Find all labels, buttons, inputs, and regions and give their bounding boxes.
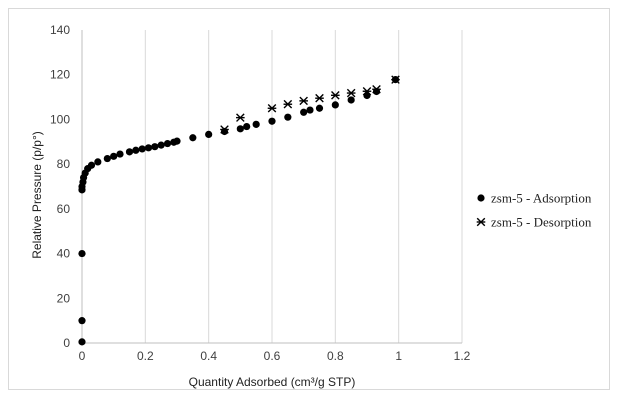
y-tick-label: 80 [57, 157, 71, 171]
x-axis-title: Quantity Adsorbed (cm³/g STP) [189, 375, 356, 389]
adsorption-point [132, 146, 140, 154]
y-tick-label: 20 [57, 291, 71, 305]
adsorption-point [300, 108, 308, 116]
adsorption-point [243, 122, 251, 131]
x-tick-label: 0 [79, 349, 86, 363]
adsorption-point [363, 91, 371, 100]
legend-item: zsm-5 - Adsorption [477, 191, 592, 206]
adsorption-point [306, 106, 314, 114]
adsorption-point [173, 137, 181, 145]
x-tick-label: 1 [395, 349, 402, 363]
adsorption-point [252, 120, 260, 128]
adsorption-point [125, 148, 134, 156]
adsorption-point [78, 338, 86, 346]
y-tick-label: 120 [50, 68, 70, 82]
desorption-point [346, 88, 356, 98]
adsorption-point [138, 145, 146, 153]
adsorption-point [205, 130, 213, 139]
adsorption-point [157, 141, 165, 149]
legend-label: zsm-5 - Adsorption [491, 191, 592, 206]
desorption-point [267, 103, 277, 113]
x-tick-labels: 0 0.2 0.4 0.6 0.8 1 1.2 [79, 349, 471, 363]
adsorption-point [78, 249, 86, 258]
adsorption-point [372, 87, 381, 96]
x-tick-label: 0.6 [264, 349, 281, 363]
y-tick-labels: 0 20 40 60 80 100 120 140 [50, 23, 70, 350]
y-tick-label: 0 [63, 336, 70, 350]
adsorption-point [103, 154, 111, 163]
chart-frame [8, 8, 610, 390]
legend: zsm-5 - Adsorption zsm-5 - Desorption [476, 191, 592, 230]
legend-item: zsm-5 - Desorption [476, 215, 592, 230]
x-tick-label: 1.2 [454, 349, 471, 363]
adsorption-point [116, 150, 124, 158]
adsorption-point [163, 139, 172, 148]
adsorption-point [331, 101, 339, 109]
adsorption-point [144, 144, 153, 152]
desorption-point [236, 113, 245, 122]
x-tick-label: 0.8 [327, 349, 344, 363]
adsorption-point [78, 317, 86, 325]
gridlines [144, 30, 463, 343]
legend-label: zsm-5 - Desorption [491, 215, 592, 230]
desorption-point [315, 93, 324, 103]
y-axis-title: Relative Pressure (p/p°) [30, 131, 44, 259]
adsorption-point [284, 113, 292, 121]
adsorption-point [236, 125, 244, 133]
x-tick-label: 0.4 [200, 349, 217, 363]
adsorption-point [347, 96, 355, 104]
desorption-point [283, 99, 293, 109]
adsorption-point [220, 127, 229, 136]
adsorption-point [110, 152, 118, 160]
data-points [78, 75, 400, 346]
legend-circle-marker [477, 194, 485, 202]
adsorption-point [151, 143, 159, 151]
adsorption-point [87, 161, 96, 169]
adsorption-point [189, 134, 197, 142]
desorption-point [299, 96, 308, 106]
adsorption-point [315, 104, 324, 112]
y-tick-label: 60 [57, 202, 71, 216]
legend-asterisk-marker [476, 217, 486, 227]
adsorption-point [268, 117, 276, 125]
adsorption-point [94, 158, 102, 166]
y-tick-label: 100 [50, 112, 70, 126]
desorption-point [331, 90, 340, 100]
x-tick-label: 0.2 [137, 349, 154, 363]
y-tick-label: 40 [57, 247, 71, 261]
adsorption-point [391, 76, 400, 84]
y-tick-label: 140 [50, 23, 70, 37]
